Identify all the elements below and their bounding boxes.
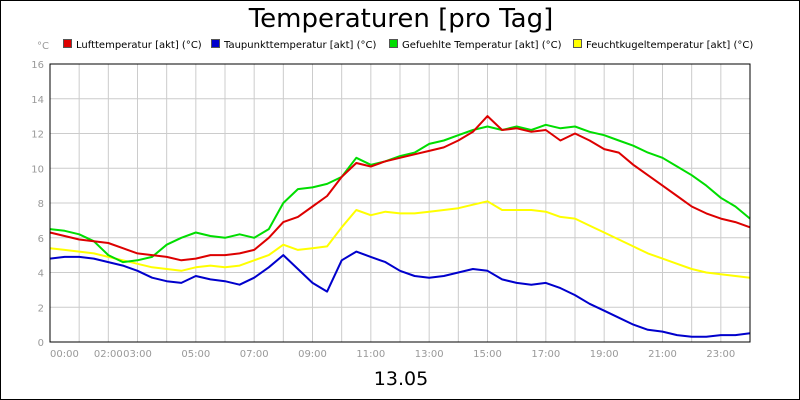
x-tick-label: 17:00 [531, 349, 560, 360]
x-tick-label: 00:00 [50, 349, 79, 360]
x-tick-label: 03:00 [123, 349, 152, 360]
x-tick-label: 02:00 [94, 349, 123, 360]
y-tick-label: 16 [31, 60, 44, 71]
legend-label-feuchtkugeltemperatur: Feuchtkugeltemperatur [akt] (°C) [586, 40, 754, 51]
y-axis-ticks: 0 2 4 6 8 10 12 14 16 [31, 60, 44, 349]
legend-label-taupunkttemperatur: Taupunkttemperatur [akt] (°C) [224, 40, 377, 51]
series-layer [49, 115, 751, 338]
y-tick-label: 12 [31, 130, 44, 141]
y-tick-label: 10 [31, 164, 44, 175]
legend-swatch-gefuehlte-temperatur [389, 39, 398, 48]
legend-item-taupunkttemperatur: Taupunkttemperatur [akt] (°C) [211, 39, 376, 53]
x-axis-ticks: 00:00 02:00 03:00 05:00 07:00 09:00 11:00 13:00… [50, 349, 735, 360]
chart-title: Temperaturen [pro Tag] [248, 4, 554, 34]
x-tick-label: 09:00 [298, 349, 327, 360]
legend-label-gefuehlte-temperatur: Gefuehlte Temperatur [akt] (°C) [402, 40, 562, 51]
x-tick-label: 13:00 [415, 349, 444, 360]
series-line-0 [49, 115, 751, 262]
x-tick-label: 19:00 [590, 349, 619, 360]
legend-label-lufttemperatur: Lufttemperatur [akt] (°C) [76, 40, 202, 51]
y-tick-label: 14 [31, 95, 44, 106]
series-line-2 [49, 123, 751, 264]
legend-item-gefuehlte-temperatur: Gefuehlte Temperatur [akt] (°C) [389, 39, 561, 53]
series-line-1 [49, 250, 751, 338]
y-tick-label: 0 [38, 338, 44, 349]
x-tick-label: 15:00 [473, 349, 502, 360]
y-tick-label: 6 [38, 234, 44, 245]
legend-item-lufttemperatur: Lufttemperatur [akt] (°C) [63, 39, 202, 53]
x-tick-label: 21:00 [648, 349, 677, 360]
y-tick-label: 8 [38, 199, 44, 210]
series-line-3 [49, 200, 751, 279]
legend-swatch-taupunkttemperatur [211, 39, 220, 48]
x-tick-label: 05:00 [181, 349, 210, 360]
x-tick-label: 11:00 [356, 349, 385, 360]
grid-lines [50, 63, 750, 343]
y-tick-label: 2 [38, 303, 44, 314]
legend-item-feuchtkugeltemperatur: Feuchtkugeltemperatur [akt] (°C) [573, 39, 753, 53]
y-tick-label: 4 [38, 269, 44, 280]
legend-swatch-feuchtkugeltemperatur [573, 39, 582, 48]
x-axis-date-label: 13.05 [373, 368, 429, 390]
x-tick-label: 23:00 [706, 349, 735, 360]
y-axis-unit: °C [37, 41, 49, 52]
plot-border [49, 63, 751, 343]
legend-swatch-lufttemperatur [63, 39, 72, 48]
x-tick-label: 07:00 [240, 349, 269, 360]
